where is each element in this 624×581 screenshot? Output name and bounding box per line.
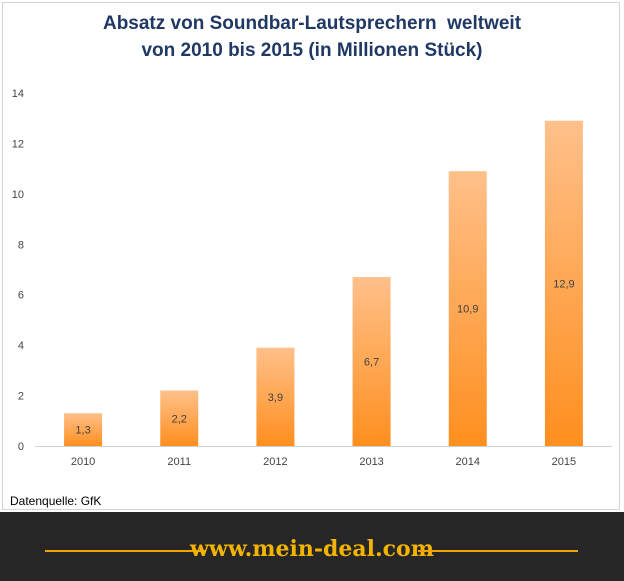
y-tick-label: 12 <box>12 138 24 150</box>
y-tick-label: 8 <box>18 239 24 251</box>
footer-line-left <box>45 550 205 552</box>
y-tick-label: 6 <box>18 290 24 302</box>
y-tick-label: 2 <box>18 391 24 403</box>
y-axis: 0 2 4 6 8 10 12 14 <box>12 88 24 453</box>
bar-2015 <box>544 120 583 446</box>
x-tick-label-2012: 2012 <box>263 456 287 468</box>
chart-title-line-2: von 2010 bis 2015 (in Millionen Stück) <box>141 40 483 61</box>
bar-2011 <box>160 390 199 446</box>
data-label-2014: 10,9 <box>457 304 478 316</box>
bar-2014 <box>448 171 487 446</box>
x-tick-label-2014: 2014 <box>456 456 480 468</box>
chart-title: Absatz von Soundbar-Lautsprechern weltwe… <box>0 10 624 64</box>
y-tick-label: 0 <box>18 441 24 453</box>
y-tick-label: 14 <box>12 88 24 100</box>
data-label-2011: 2,2 <box>172 413 187 425</box>
x-axis: 2010 2011 2012 2013 2014 2015 <box>35 446 612 468</box>
footer-url[interactable]: www.mein-deal.com <box>189 536 435 562</box>
bar-2010 <box>64 413 103 446</box>
y-tick-label: 4 <box>18 340 24 352</box>
bar-2012 <box>256 347 295 446</box>
data-label-2010: 1,3 <box>75 425 90 437</box>
source-note: Datenquelle: GfK <box>10 494 102 508</box>
data-label-2015: 12,9 <box>553 278 574 290</box>
bar-2013 <box>352 277 391 446</box>
chart-frame <box>2 2 620 510</box>
data-label-2012: 3,9 <box>268 392 283 404</box>
chart-title-line-1: Absatz von Soundbar-Lautsprechern weltwe… <box>102 13 522 34</box>
data-label-2013: 6,7 <box>364 357 379 369</box>
footer-line-right <box>418 550 578 552</box>
x-tick-label-2011: 2011 <box>167 456 191 468</box>
y-tick-label: 10 <box>12 189 24 201</box>
footer-banner: www.mein-deal.com <box>0 512 624 581</box>
x-tick-label-2010: 2010 <box>71 456 95 468</box>
x-tick-label-2013: 2013 <box>359 456 383 468</box>
bars: 1,3 2,2 3,9 6,7 10,9 12,9 <box>64 120 583 446</box>
x-tick-label-2015: 2015 <box>552 456 576 468</box>
